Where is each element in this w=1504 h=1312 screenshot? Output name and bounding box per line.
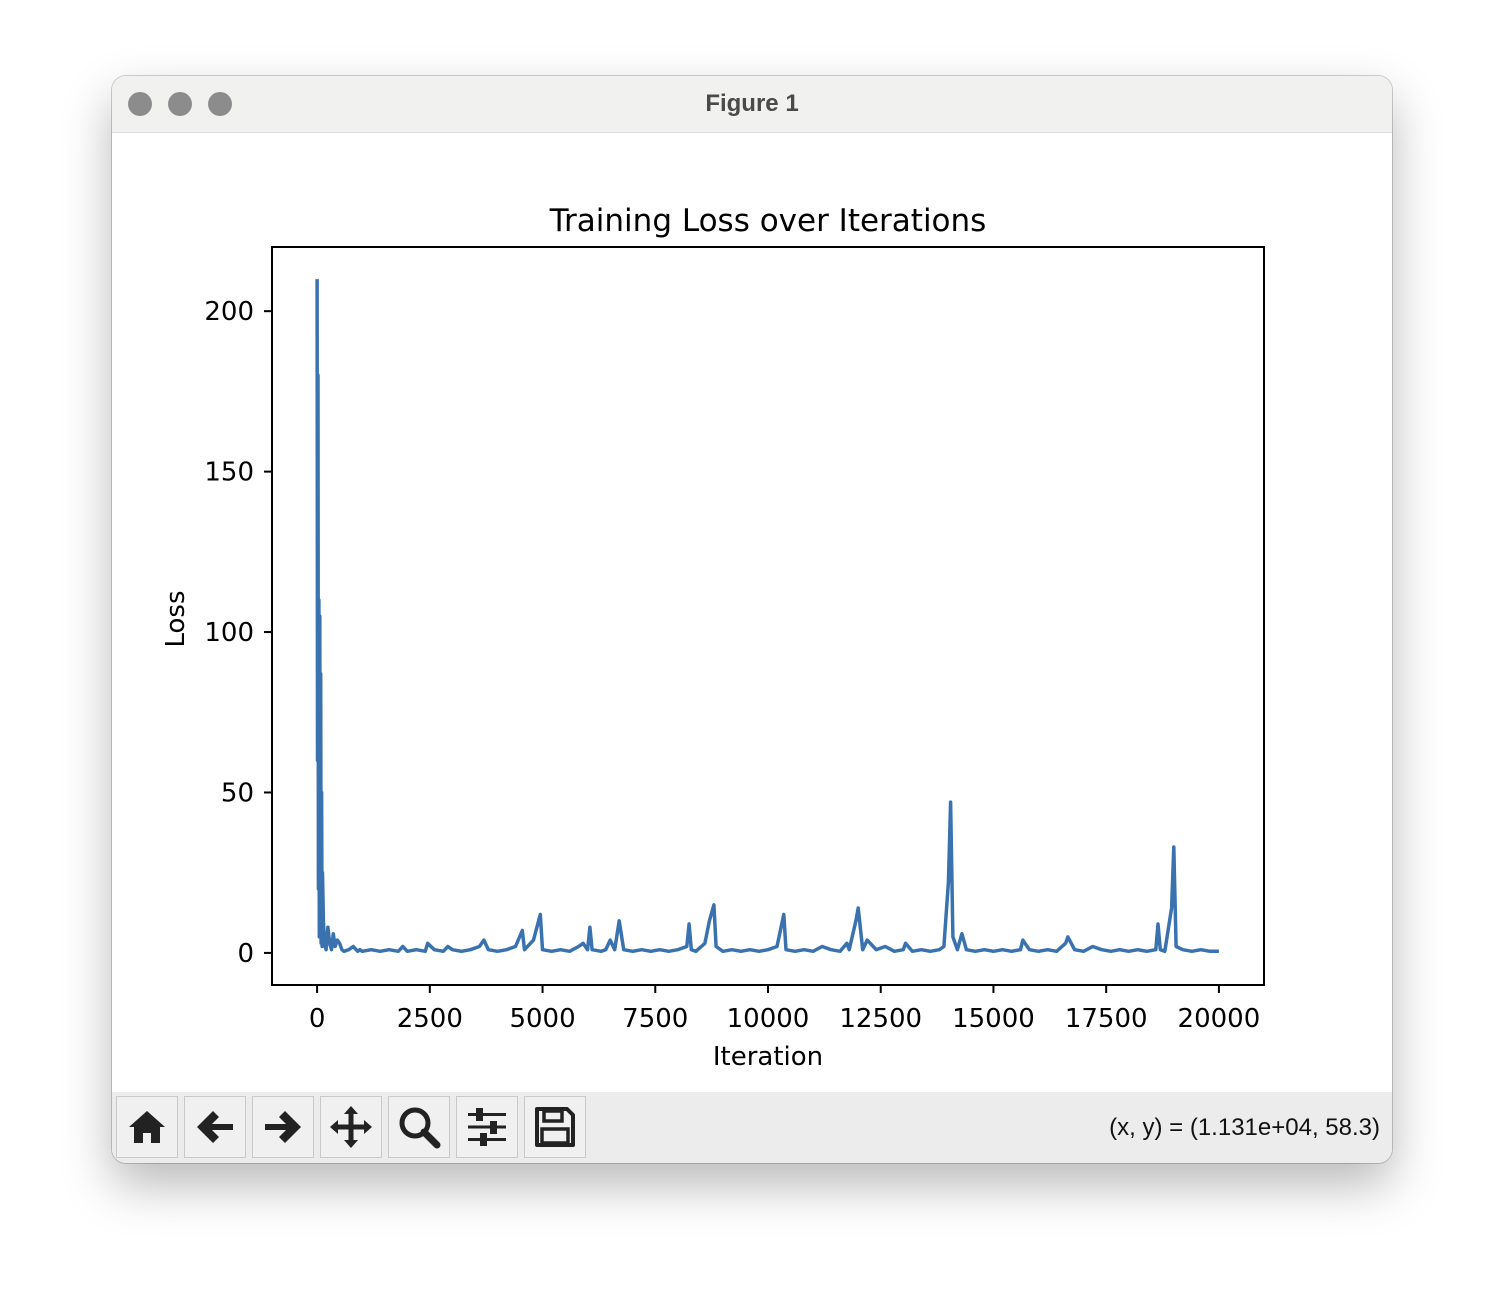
plot-frame xyxy=(271,246,1265,986)
home-button[interactable] xyxy=(116,1096,178,1158)
figure-window: Figure 1 Training Loss over Iterations 0… xyxy=(112,76,1392,1163)
figure-canvas[interactable]: Training Loss over Iterations 0 2500 5000 7… xyxy=(112,133,1392,1092)
minimize-window-button[interactable] xyxy=(168,92,192,116)
loss-series-line-0 xyxy=(315,279,1219,954)
floppy-disk-icon xyxy=(535,1107,575,1147)
configure-subplots-button[interactable] xyxy=(456,1096,518,1158)
x-tick-label-7: 17500 xyxy=(1065,1004,1148,1034)
magnifier-icon xyxy=(399,1107,441,1149)
chart-title: Training Loss over Iterations xyxy=(549,203,987,239)
y-tick-label-1: 50 xyxy=(221,778,254,808)
arrow-right-icon xyxy=(265,1111,301,1143)
arrow-left-icon xyxy=(197,1111,233,1143)
x-tick-label-6: 15000 xyxy=(952,1004,1035,1034)
y-tick-label-3: 150 xyxy=(204,458,254,488)
zoom-window-button[interactable] xyxy=(208,92,232,116)
close-window-button[interactable] xyxy=(128,92,152,116)
zoom-button[interactable] xyxy=(388,1096,450,1158)
window-title: Figure 1 xyxy=(705,90,799,117)
y-axis-label: Loss xyxy=(161,590,191,647)
y-tick-label-4: 200 xyxy=(204,297,254,327)
y-tick-label-2: 100 xyxy=(204,618,254,648)
x-tick-label-2: 5000 xyxy=(509,1004,575,1034)
x-tick-label-5: 12500 xyxy=(839,1004,922,1034)
forward-button[interactable] xyxy=(252,1096,314,1158)
x-axis-label: Iteration xyxy=(713,1042,823,1072)
save-button[interactable] xyxy=(524,1096,586,1158)
sliders-icon xyxy=(468,1108,506,1146)
title-bar: Figure 1 xyxy=(112,76,1392,133)
x-tick-label-4: 10000 xyxy=(727,1004,810,1034)
navigation-toolbar: (x, y) = (1.131e+04, 58.3) xyxy=(112,1092,1392,1163)
move-icon xyxy=(330,1106,372,1148)
x-tick-label-1: 2500 xyxy=(397,1004,463,1034)
home-icon xyxy=(129,1111,165,1143)
back-button[interactable] xyxy=(184,1096,246,1158)
x-tick-label-8: 20000 xyxy=(1178,1004,1261,1034)
pan-button[interactable] xyxy=(320,1096,382,1158)
y-tick-label-0: 0 xyxy=(237,939,254,969)
cursor-coordinates: (x, y) = (1.131e+04, 58.3) xyxy=(1109,1114,1380,1141)
loss-chart: Training Loss over Iterations 0 2500 5000 7… xyxy=(161,203,1265,1072)
x-tick-label-0: 0 xyxy=(309,1004,326,1034)
x-tick-label-3: 7500 xyxy=(622,1004,688,1034)
